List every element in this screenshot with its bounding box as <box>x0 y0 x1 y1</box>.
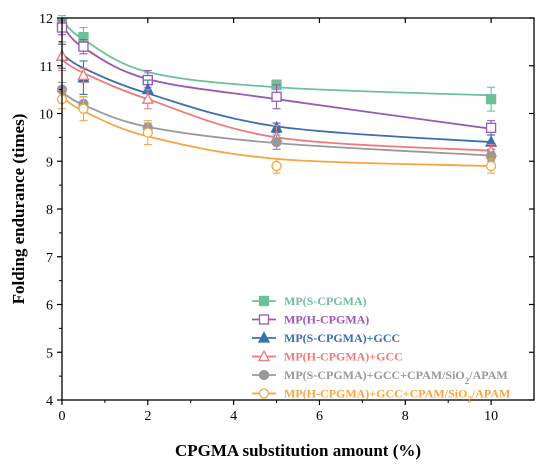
legend-entry-3: MP(S-CPGMA)+GCC <box>252 331 400 345</box>
y-tick-label: 5 <box>46 346 53 361</box>
legend-entry-2: MP(H-CPGMA) <box>252 313 369 327</box>
legend-entry-4: MP(H-CPGMA)+GCC <box>252 350 403 364</box>
legend-marker <box>258 369 270 381</box>
series-2 <box>56 19 497 136</box>
data-point <box>142 127 153 138</box>
data-point <box>485 122 497 133</box>
x-axis-title: CPGMA substitution amount (%) <box>175 441 421 460</box>
legend-marker <box>258 295 270 307</box>
x-tick-label: 8 <box>402 409 409 424</box>
y-tick-label: 12 <box>39 12 53 27</box>
legend-label: MP(H-CPGMA)+GCC <box>284 350 403 364</box>
data-point <box>78 103 89 114</box>
y-tick-label: 7 <box>46 251 53 266</box>
data-point <box>271 91 282 102</box>
data-point <box>78 41 89 52</box>
y-tick-label: 6 <box>46 299 53 314</box>
data-point <box>77 68 90 80</box>
legend-entry-6: MP(H-CPGMA)+GCC+CPAM/SiO2/APAM <box>252 387 510 405</box>
x-tick-label: 2 <box>144 409 151 424</box>
legend-marker <box>257 331 271 343</box>
legend-label: MP(S-CPGMA) <box>284 294 367 308</box>
series-curve <box>61 53 492 144</box>
y-tick-label: 11 <box>40 60 53 75</box>
y-tick-label: 8 <box>46 203 53 218</box>
y-tick-label: 10 <box>39 108 53 123</box>
data-point <box>141 92 154 104</box>
axes: 0 2 4 6 8 10 4 5 6 7 8 9 10 11 12 <box>39 12 535 424</box>
y-axis-title: Folding endurance (times) <box>9 114 28 305</box>
data-point <box>485 94 497 105</box>
x-tick-label: 6 <box>316 409 323 424</box>
legend-marker <box>258 388 270 399</box>
data-point <box>271 136 282 148</box>
x-tick-label: 0 <box>59 409 66 424</box>
y-tick-label: 4 <box>46 394 53 409</box>
legend-marker <box>257 349 271 362</box>
series-6 <box>56 89 497 174</box>
plot-marks <box>55 15 498 174</box>
series-curve <box>61 24 492 130</box>
legend-marker <box>258 314 270 325</box>
y-tick-label: 9 <box>46 155 53 170</box>
data-point <box>485 160 497 172</box>
legend-label: MP(S-CPGMA)+GCC <box>284 331 400 345</box>
legend-label: MP(H-CPGMA)+GCC+CPAM/SiO2/APAM <box>284 387 510 405</box>
legend-label: MP(S-CPGMA)+GCC+CPAM/SiO2/APAM <box>284 368 508 386</box>
x-tick-label: 4 <box>230 409 237 424</box>
legend: MP(S-CPGMA) MP(H-CPGMA) MP(S-CPGMA)+GCC MP(… <box>252 294 510 405</box>
x-tick-label: 10 <box>484 409 498 424</box>
legend-entry-1: MP(S-CPGMA) <box>252 294 367 308</box>
legend-label: MP(H-CPGMA) <box>284 313 369 327</box>
legend-entry-5: MP(S-CPGMA)+GCC+CPAM/SiO2/APAM <box>252 368 508 386</box>
data-point <box>271 160 282 172</box>
